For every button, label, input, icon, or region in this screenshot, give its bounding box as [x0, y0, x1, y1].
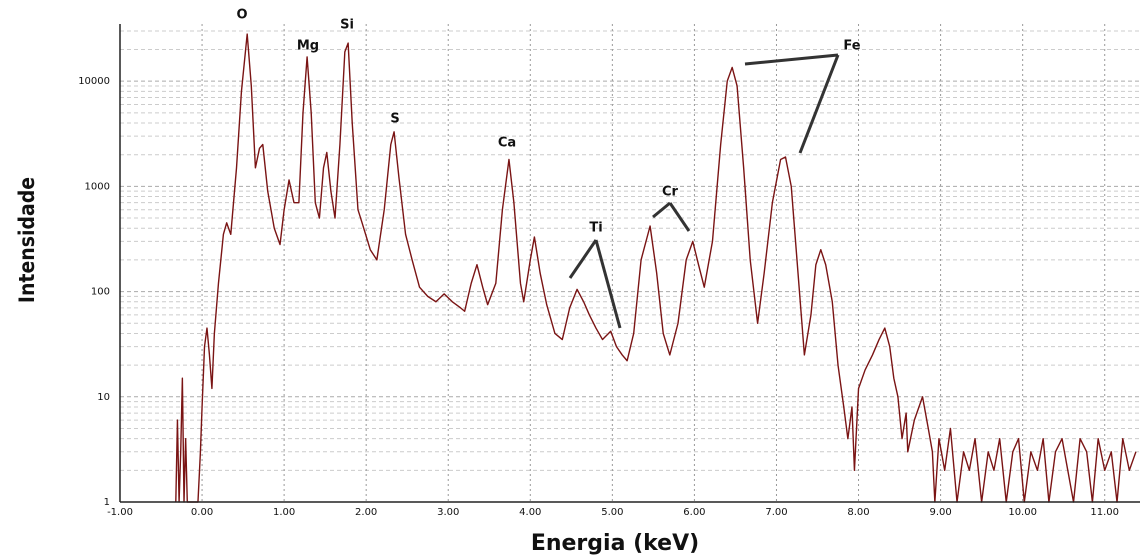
peak-label: Mg: [297, 39, 319, 54]
y-axis-label: Intensidade: [15, 177, 39, 303]
y-tick-label: 1000: [85, 181, 110, 192]
y-tick-label: 1: [104, 497, 110, 508]
peak-label: Cr: [662, 185, 679, 200]
x-tick-label: 4.00: [519, 507, 541, 518]
x-tick-label: 10.00: [1008, 507, 1037, 518]
x-tick-label: 11.00: [1090, 507, 1119, 518]
spectrum-line: [175, 33, 1137, 503]
peak-label: Si: [340, 18, 354, 33]
x-tick-label: 5.00: [601, 507, 623, 518]
x-axis-label: Energia (keV): [531, 531, 699, 556]
peak-label: Ca: [498, 136, 516, 151]
peak-label: Ti: [589, 221, 602, 236]
x-tick-label: 8.00: [847, 507, 869, 518]
pointers: [568, 53, 840, 329]
y-tick-label: 100: [91, 287, 110, 298]
x-tick-label: 9.00: [929, 507, 951, 518]
peak-label: Fe: [843, 39, 860, 54]
peak-label: O: [236, 8, 247, 23]
y-tick-label: 10000: [78, 76, 110, 87]
x-tick-label: 0.00: [191, 507, 213, 518]
x-tick-label: -1.00: [107, 507, 133, 518]
x-tick-label: 3.00: [437, 507, 459, 518]
x-tick-label: 7.00: [765, 507, 787, 518]
x-tick-label: 2.00: [355, 507, 377, 518]
grid: [119, 24, 1140, 503]
x-tick-label: 6.00: [683, 507, 705, 518]
peak-label: S: [390, 112, 399, 127]
y-tick-label: 10: [97, 392, 110, 403]
x-tick-label: 1.00: [273, 507, 295, 518]
plot: [175, 33, 1137, 503]
